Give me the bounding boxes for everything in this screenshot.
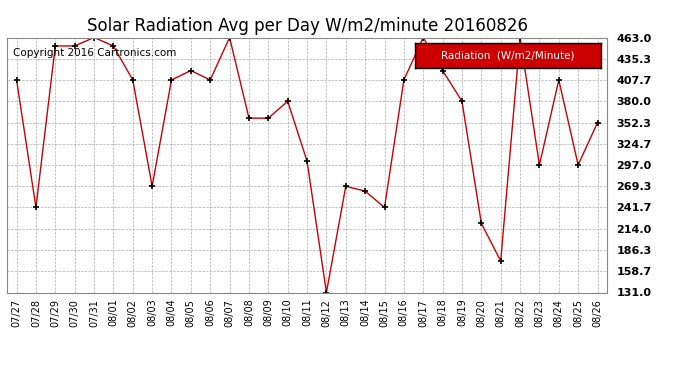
Title: Solar Radiation Avg per Day W/m2/minute 20160826: Solar Radiation Avg per Day W/m2/minute …	[86, 16, 528, 34]
Text: Copyright 2016 Cartronics.com: Copyright 2016 Cartronics.com	[13, 48, 176, 58]
